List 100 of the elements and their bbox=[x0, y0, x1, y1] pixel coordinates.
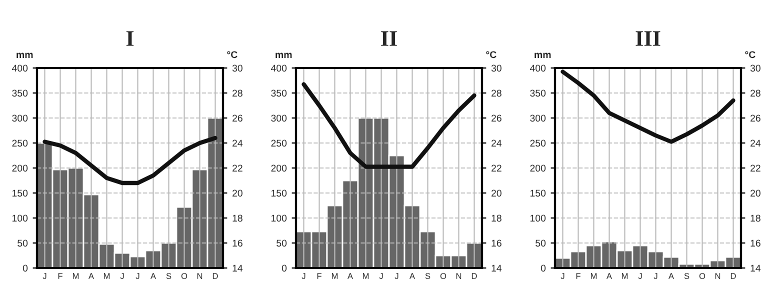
y-tick-label: 0 bbox=[540, 264, 546, 272]
y-tick-label: 0 bbox=[22, 264, 28, 272]
y-tick-label: 350 bbox=[12, 90, 28, 97]
line-series bbox=[42, 136, 218, 186]
x-tick-label: A bbox=[606, 273, 612, 279]
y-tick-label: 0 bbox=[282, 264, 287, 272]
y-tick-label: 150 bbox=[530, 190, 546, 197]
x-tick-label: J bbox=[654, 273, 658, 279]
x-tick-label: D bbox=[212, 273, 218, 279]
y2-tick-label: 24 bbox=[492, 140, 502, 147]
y2-tick-label: 26 bbox=[232, 114, 242, 122]
y2-tick-label: 22 bbox=[232, 164, 242, 172]
y2-axis-title: °C bbox=[745, 51, 756, 58]
y2-tick-label: 28 bbox=[492, 90, 502, 97]
y-tick-label: 400 bbox=[12, 64, 28, 72]
x-tick-label: F bbox=[317, 273, 322, 279]
y-tick-label: 50 bbox=[536, 240, 546, 247]
x-tick-label: M bbox=[104, 273, 110, 279]
x-tick-label: D bbox=[730, 273, 736, 279]
y2-axis-title: °C bbox=[486, 51, 496, 58]
y-tick-label: 200 bbox=[271, 164, 287, 172]
y-tick-label: 400 bbox=[270, 64, 287, 72]
x-tick-label: J bbox=[638, 273, 642, 279]
x-tick-label: J bbox=[302, 273, 306, 279]
y2-tick-label: 18 bbox=[232, 214, 242, 222]
y-axis-title: mm bbox=[276, 52, 292, 58]
y2-tick-label: 16 bbox=[750, 240, 760, 247]
y2-tick-label: 30 bbox=[232, 64, 242, 72]
x-tick-label: S bbox=[425, 273, 430, 279]
x-tick-label: N bbox=[197, 273, 202, 279]
y2-tick-label: 26 bbox=[750, 114, 760, 122]
x-tick-label: A bbox=[88, 273, 94, 279]
x-tick-label: S bbox=[684, 273, 690, 279]
y2-tick-label: 30 bbox=[491, 64, 502, 72]
y-tick-label: 350 bbox=[530, 90, 546, 97]
x-tick-label: J bbox=[136, 273, 140, 279]
y2-tick-label: 20 bbox=[232, 190, 242, 197]
y2-tick-label: 28 bbox=[750, 90, 760, 97]
y-axis-title: mm bbox=[534, 52, 551, 58]
y2-tick-label: 18 bbox=[750, 214, 760, 222]
y2-tick-label: 18 bbox=[492, 214, 502, 222]
y-tick-label: 250 bbox=[530, 140, 546, 147]
y-tick-label: 100 bbox=[530, 214, 546, 222]
x-tick-label: M bbox=[332, 273, 338, 279]
y-tick-label: 150 bbox=[12, 190, 28, 197]
x-tick-label: M bbox=[72, 273, 79, 279]
chart-title: II bbox=[381, 31, 397, 46]
x-tick-label: J bbox=[394, 273, 398, 279]
y2-tick-label: 16 bbox=[492, 240, 502, 247]
y-tick-label: 300 bbox=[271, 114, 287, 122]
y-axis-title: mm bbox=[16, 52, 33, 58]
x-tick-label: A bbox=[150, 273, 156, 279]
y-tick-label: 400 bbox=[530, 64, 546, 72]
x-tick-label: O bbox=[440, 273, 446, 279]
x-tick-label: A bbox=[668, 273, 674, 279]
y2-axis-title: °C bbox=[227, 51, 238, 58]
y-tick-label: 200 bbox=[530, 164, 546, 172]
y2-tick-label: 14 bbox=[750, 264, 761, 272]
y2-tick-label: 24 bbox=[232, 140, 243, 147]
x-tick-label: O bbox=[699, 273, 706, 279]
x-tick-label: A bbox=[409, 273, 416, 279]
x-tick-label: J bbox=[379, 273, 383, 279]
y-tick-label: 200 bbox=[12, 164, 28, 172]
y2-tick-label: 22 bbox=[750, 164, 760, 172]
y-tick-label: 50 bbox=[18, 240, 28, 247]
y2-tick-label: 16 bbox=[232, 240, 242, 247]
y2-tick-label: 20 bbox=[492, 190, 502, 197]
x-tick-label: N bbox=[456, 273, 462, 279]
x-tick-label: O bbox=[181, 273, 188, 279]
y-tick-label: 100 bbox=[271, 214, 287, 222]
x-tick-label: A bbox=[347, 273, 354, 279]
y-tick-label: 300 bbox=[12, 114, 28, 122]
y2-tick-label: 14 bbox=[232, 264, 243, 272]
y2-tick-label: 14 bbox=[492, 264, 502, 272]
y-tick-label: 250 bbox=[271, 140, 287, 147]
line-series bbox=[560, 70, 736, 144]
x-tick-label: N bbox=[715, 273, 720, 279]
x-tick-label: M bbox=[590, 273, 597, 279]
y2-tick-label: 30 bbox=[750, 64, 760, 72]
y2-tick-label: 24 bbox=[750, 140, 761, 147]
chart-title: III bbox=[636, 31, 660, 46]
y2-tick-label: 28 bbox=[232, 90, 242, 97]
chart-title: I bbox=[126, 31, 134, 46]
y-tick-label: 350 bbox=[271, 90, 287, 97]
x-tick-label: J bbox=[560, 273, 564, 279]
x-tick-label: J bbox=[120, 273, 124, 279]
x-tick-label: M bbox=[362, 273, 369, 279]
x-tick-label: S bbox=[166, 273, 172, 279]
y-tick-label: 250 bbox=[12, 140, 28, 147]
y-tick-label: 300 bbox=[530, 114, 546, 122]
y2-tick-label: 22 bbox=[492, 164, 502, 172]
y-tick-label: 100 bbox=[12, 214, 28, 222]
x-tick-label: F bbox=[58, 273, 62, 279]
y-tick-label: 150 bbox=[271, 190, 287, 197]
x-tick-label: J bbox=[42, 273, 46, 279]
y-tick-label: 50 bbox=[276, 240, 287, 247]
line-series bbox=[302, 82, 476, 169]
x-tick-label: M bbox=[622, 273, 628, 279]
y2-tick-label: 26 bbox=[492, 114, 502, 122]
y2-tick-label: 20 bbox=[750, 190, 760, 197]
